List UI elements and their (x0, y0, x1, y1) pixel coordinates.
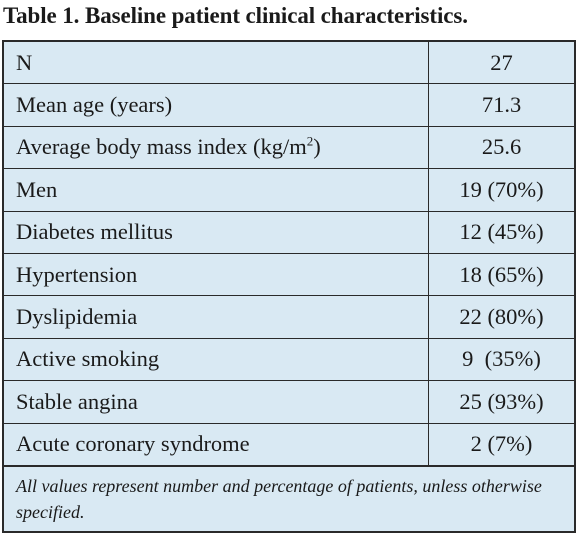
row-value: 22 (80%) (428, 295, 574, 339)
table-row: Acute coronary syndrome 2 (7%) (4, 422, 574, 466)
table-row: Diabetes mellitus 12 (45%) (4, 210, 574, 254)
row-label-text: Average body mass index (kg/m (16, 134, 307, 160)
table-row: Men 19 (70%) (4, 168, 574, 212)
row-value: 27 (428, 42, 574, 85)
row-label: Average body mass index (kg/m2) (4, 125, 429, 170)
table-row: Mean age (years) 71.3 (4, 83, 574, 127)
row-value: 12 (45%) (428, 210, 574, 254)
superscript: 2 (306, 133, 314, 149)
table-row: Average body mass index (kg/m2) 25.6 (4, 125, 574, 170)
row-value: 9 (35%) (428, 337, 574, 382)
data-table: N 27 Mean age (years) 71.3 Average body … (4, 42, 574, 466)
table-title: Table 1. Baseline patient clinical chara… (3, 3, 468, 28)
row-label: Acute coronary syndrome (4, 422, 429, 466)
row-label: Mean age (years) (4, 83, 429, 127)
table-row: N 27 (4, 42, 574, 85)
row-value: 19 (70%) (428, 168, 574, 212)
table-row: Dyslipidemia 22 (80%) (4, 295, 574, 339)
row-label: Stable angina (4, 380, 429, 424)
row-value: 18 (65%) (428, 252, 574, 297)
row-label: N (4, 42, 429, 85)
table-row: Stable angina 25 (93%) (4, 380, 574, 424)
table-row: Active smoking 9 (35%) (4, 337, 574, 382)
table-row: Hypertension 18 (65%) (4, 252, 574, 297)
characteristics-table: N 27 Mean age (years) 71.3 Average body … (2, 40, 576, 533)
row-value: 25 (93%) (428, 380, 574, 424)
row-label-suffix: ) (313, 134, 321, 160)
row-label: Dyslipidemia (4, 295, 429, 339)
row-value: 2 (7%) (428, 422, 574, 466)
row-label: Active smoking (4, 337, 429, 382)
row-value: 25.6 (428, 125, 574, 170)
row-label: Hypertension (4, 252, 429, 297)
row-value: 71.3 (428, 83, 574, 127)
row-label: Men (4, 168, 429, 212)
row-label: Diabetes mellitus (4, 210, 429, 254)
table-footnote: All values represent number and percenta… (4, 465, 574, 531)
